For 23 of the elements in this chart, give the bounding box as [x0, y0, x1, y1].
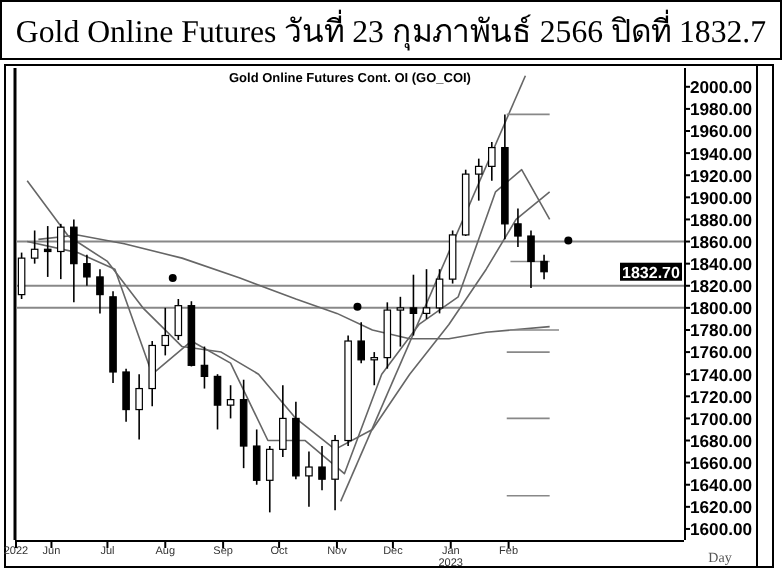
y-tick-label: 1960.00	[690, 121, 753, 142]
y-tick-label: 1940.00	[690, 143, 753, 164]
annotation: 1832.70	[622, 263, 682, 282]
y-tick-label: 1660.00	[690, 453, 753, 474]
y-tick-label: 1840.00	[690, 254, 753, 275]
y-tick-label: 1920.00	[690, 165, 753, 186]
y-tick-label: 1680.00	[690, 430, 753, 451]
y-tick-label: 1640.00	[690, 475, 753, 496]
y-tick-label: 1720.00	[690, 386, 753, 407]
chart-title: Gold Online Futures วันที่ 23 กุมภาพันธ์ 2566 ปิดที่ 1832.7	[15, 8, 767, 52]
y-tick-label: 1760.00	[690, 342, 753, 363]
y-tick-label: 1620.00	[690, 497, 753, 518]
y-tick-label: 1820.00	[690, 276, 753, 297]
y-tick-label: 1880.00	[690, 209, 753, 230]
y-tick-label: 1780.00	[690, 320, 753, 341]
y-tick-label: 2000.00	[690, 77, 753, 98]
y-tick-label: 1980.00	[690, 99, 753, 120]
y-tick-label: 1600.00	[690, 519, 753, 540]
y-tick-label: 1740.00	[690, 364, 753, 385]
y-tick-label: 1700.00	[690, 408, 753, 429]
y-tick-label: 1800.00	[690, 298, 753, 319]
y-tick-label: 1900.00	[690, 187, 753, 208]
y-tick-label: 1860.00	[690, 231, 753, 252]
